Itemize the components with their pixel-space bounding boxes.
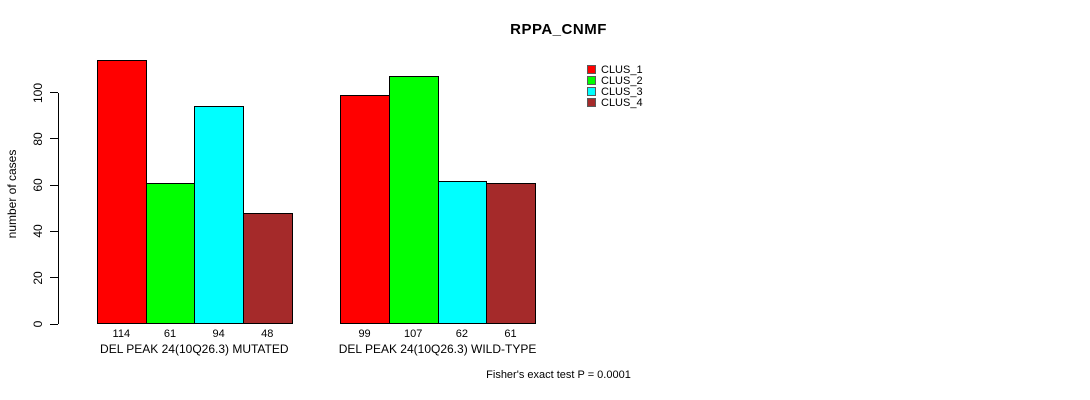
- legend-swatch-clus_1: [587, 65, 596, 74]
- bar-clus_1-group1: [97, 60, 147, 324]
- bar-clus_4-group1: [242, 212, 293, 324]
- y-axis-line: [58, 92, 59, 324]
- y-axis-tick-label: 20: [31, 271, 45, 285]
- bar-value-label: 61: [504, 328, 517, 340]
- annotation-text: Fisher's exact test P = 0.0001: [486, 369, 631, 381]
- bar-clus_4-group2: [486, 182, 536, 324]
- y-axis-tick-label: 0: [31, 320, 45, 328]
- x-axis-group-label: DEL PEAK 24(10Q26.3) MUTATED: [100, 342, 289, 356]
- legend-swatch-clus_3: [587, 87, 596, 96]
- legend: CLUS_1 CLUS_2 CLUS_3 CLUS_4: [587, 63, 643, 109]
- legend-label: CLUS_2: [601, 74, 643, 87]
- y-axis-tick: [50, 92, 58, 94]
- legend-item: CLUS_2: [587, 74, 643, 87]
- bar-clus_3-group2: [437, 180, 488, 324]
- legend-swatch-clus_4: [587, 98, 596, 107]
- bar-value-label: 107: [404, 328, 423, 340]
- bar-value-label: 99: [358, 328, 371, 340]
- legend-swatch-clus_2: [587, 76, 596, 85]
- x-axis-group-label: DEL PEAK 24(10Q26.3) WILD-TYPE: [338, 342, 537, 356]
- bar-value-label: 62: [455, 328, 468, 340]
- y-axis-tick: [50, 230, 58, 232]
- y-axis-tick: [50, 184, 58, 186]
- y-axis-tick-label: 40: [31, 224, 45, 239]
- legend-item: CLUS_3: [587, 85, 643, 98]
- bar-clus_3-group1: [194, 106, 244, 324]
- bar-value-label: 114: [112, 328, 131, 340]
- bar-clus_1-group2: [340, 94, 390, 324]
- legend-item: CLUS_1: [587, 63, 643, 76]
- legend-item: CLUS_4: [587, 96, 643, 109]
- chart-title: RPPA_CNMF: [510, 21, 607, 38]
- bar-value-label: 48: [261, 328, 274, 340]
- legend-label: CLUS_3: [601, 85, 643, 98]
- bar-clus_2-group1: [145, 182, 196, 324]
- y-axis-tick: [50, 277, 58, 279]
- bar-clus_2-group2: [388, 76, 439, 324]
- y-axis-title: number of cases: [5, 149, 19, 239]
- y-axis-tick: [50, 138, 58, 140]
- legend-label: CLUS_4: [601, 96, 643, 109]
- y-axis-tick-label: 80: [31, 132, 45, 146]
- y-axis-tick: [50, 323, 58, 325]
- legend-label: CLUS_1: [601, 63, 643, 76]
- y-axis-tick-label: 60: [31, 178, 45, 192]
- bar-value-label: 94: [212, 328, 225, 340]
- bar-value-label: 61: [163, 328, 177, 340]
- y-axis-tick-label: 100: [31, 82, 45, 103]
